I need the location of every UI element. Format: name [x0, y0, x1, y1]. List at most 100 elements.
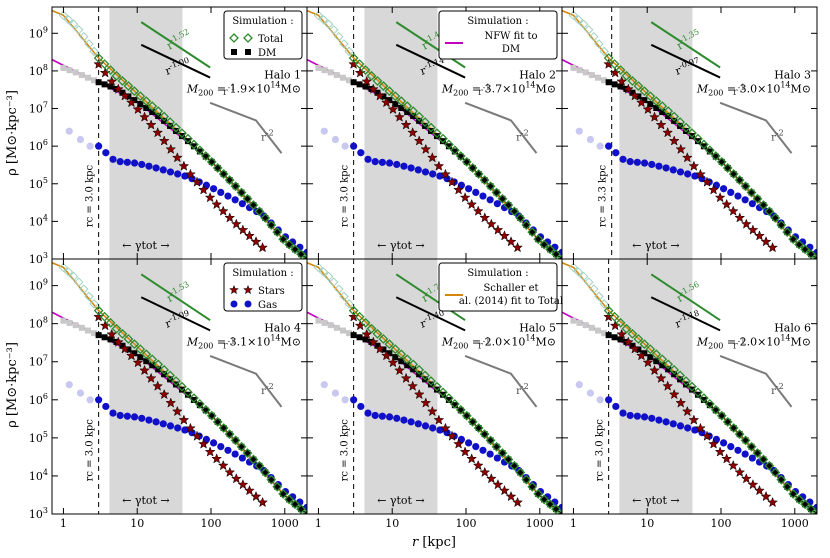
- panel2-total-inner-point: [318, 15, 329, 25]
- panel2-dm-point: [487, 183, 494, 190]
- panel1-gas-point: [152, 164, 160, 172]
- panel3-ref-slope-r1: r-1: [733, 83, 746, 98]
- panel2-star-point: [466, 198, 478, 210]
- panel6-total-point: [704, 399, 715, 409]
- panel3-star-point: [747, 224, 759, 235]
- panel5-total-point: [539, 494, 550, 505]
- panel1-plot-area: [52, 7, 307, 259]
- panel3-total-point: [752, 193, 763, 204]
- panel4-total-point: [200, 404, 211, 415]
- panel2-star-point: [485, 218, 497, 229]
- panel5-xtick-label: 1: [315, 517, 322, 530]
- panel4-gas-point: [224, 446, 232, 454]
- panel1-dm-point: [178, 133, 185, 140]
- panel3-star-point: [629, 90, 641, 101]
- panel4-total-point: [266, 474, 277, 485]
- panel6-total-point: [687, 381, 697, 392]
- panel4-star-point: [139, 364, 150, 376]
- panel4-gas-point: [181, 426, 189, 434]
- panel6-slope-total-line: [650, 273, 721, 322]
- panel5-dm-point: [475, 425, 482, 432]
- panel5-total-point: [432, 381, 442, 392]
- panel3-slope-dm-line: [650, 43, 721, 79]
- panel2-dm-point: [499, 195, 506, 202]
- panel2-gas-point: [393, 160, 401, 169]
- panel5-gas-inner-point: [341, 396, 349, 404]
- panel6-gas-point: [676, 422, 685, 430]
- panel3-gas-point: [719, 185, 728, 193]
- panel4-ref-slope-r2: r-2: [261, 382, 274, 397]
- panel2-dm-point: [386, 97, 393, 104]
- panel3-m200-label: M200 = 3.0×1014M⊙: [696, 81, 811, 98]
- panel6-dm-point: [605, 332, 612, 339]
- panel5-total-point: [384, 339, 395, 350]
- panel5-dm-point: [433, 386, 440, 393]
- panel3-dm-point: [754, 195, 761, 202]
- panel1-dm-point: [256, 208, 263, 215]
- panel5-dm-point: [386, 350, 393, 357]
- panel1-dm-point: [274, 229, 281, 236]
- panel5-star-point: [459, 446, 471, 457]
- panel4-dm-point: [268, 476, 275, 483]
- panel1-total-point: [206, 156, 217, 167]
- panel3-total-point: [746, 187, 757, 198]
- panel1-total-point: [93, 53, 104, 63]
- panel1-ytick-label: 105: [29, 176, 48, 191]
- panel2-star-point: [433, 160, 445, 171]
- panel2-rc-label: rc = 3.0 kpc: [340, 164, 351, 227]
- panel2-total-point: [479, 175, 490, 186]
- panel2-plot-area: [307, 7, 562, 259]
- panel1-total-point: [159, 111, 170, 122]
- panel3-dm-point: [659, 109, 666, 116]
- panel6-total-inner-point: [578, 271, 589, 282]
- panel3-dm-point: [766, 208, 773, 215]
- panel6-gas-point: [734, 446, 742, 454]
- panel2-dm-point: [445, 143, 452, 150]
- panel1-total-inner-point: [89, 46, 99, 57]
- panel2-dm-inner-point: [315, 64, 322, 71]
- panel1-gas-point: [145, 162, 153, 170]
- panel5-star-point: [367, 336, 379, 347]
- panel6-star-point: [734, 466, 746, 477]
- panel6-gamma-band: [619, 259, 693, 514]
- panel4-dm-point: [286, 496, 293, 503]
- panel1-dm-inner-point: [66, 67, 73, 74]
- panel5-dm-point: [529, 483, 536, 490]
- panel4-xtick-label: 1: [60, 517, 67, 530]
- panel6-plot-area: [562, 259, 817, 514]
- panel4-gas-point: [102, 402, 110, 411]
- panel6-dm-inner-point: [601, 330, 608, 337]
- legend2-box: [438, 10, 558, 60]
- panel1-ytick-label: 109: [29, 25, 48, 40]
- panel2-dm-point: [535, 236, 542, 243]
- legend3-entry-1-label: Stars: [258, 286, 285, 297]
- panel3-total-inner-point: [589, 31, 599, 42]
- panel3-dm-point: [760, 202, 767, 209]
- panel4-star-point: [119, 343, 131, 354]
- panel6-dm-point: [778, 476, 785, 483]
- panel2-dm-point: [439, 138, 446, 145]
- panel1-total-point: [248, 200, 259, 211]
- panel1-gas-point: [224, 192, 232, 200]
- panel3-gas-point: [655, 162, 663, 170]
- panel1-dm-point: [238, 189, 245, 196]
- panel5-total-point: [461, 410, 472, 421]
- panel6-dm-point: [766, 462, 773, 469]
- panel1-gas-point: [138, 160, 146, 169]
- panel4-total-point: [105, 317, 116, 328]
- panel6-star-point: [668, 388, 680, 400]
- panel1-total-point: [284, 239, 295, 250]
- panel1-gas-point: [109, 155, 117, 163]
- panel5-total-inner-point: [318, 267, 329, 277]
- panel3-dm-point: [641, 97, 648, 104]
- panel4-dm-point: [226, 431, 233, 438]
- panel1-dm-inner-point: [60, 64, 67, 71]
- panel1-star-point: [158, 135, 170, 146]
- panel1-dm-inner-point: [72, 69, 79, 76]
- panel6-total-point: [698, 393, 709, 404]
- panel5-star-point: [420, 397, 432, 408]
- panel4-star-point: [106, 328, 118, 340]
- panel2-total-point: [432, 128, 442, 139]
- panel4-total-point: [194, 399, 205, 409]
